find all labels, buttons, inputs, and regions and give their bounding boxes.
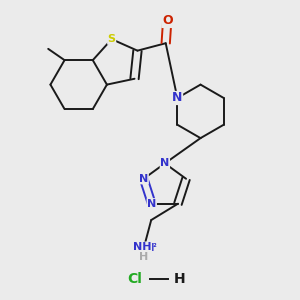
Text: N: N <box>172 92 182 104</box>
Text: Cl: Cl <box>128 272 142 286</box>
Text: H: H <box>139 252 148 262</box>
Text: NH: NH <box>136 243 154 253</box>
Text: H: H <box>174 272 185 286</box>
Text: ₂: ₂ <box>153 240 156 249</box>
Text: N: N <box>139 174 148 184</box>
Text: O: O <box>162 14 172 27</box>
Text: NH: NH <box>133 242 152 252</box>
Text: N: N <box>160 158 170 168</box>
Text: N: N <box>147 199 156 209</box>
Text: S: S <box>108 34 116 44</box>
